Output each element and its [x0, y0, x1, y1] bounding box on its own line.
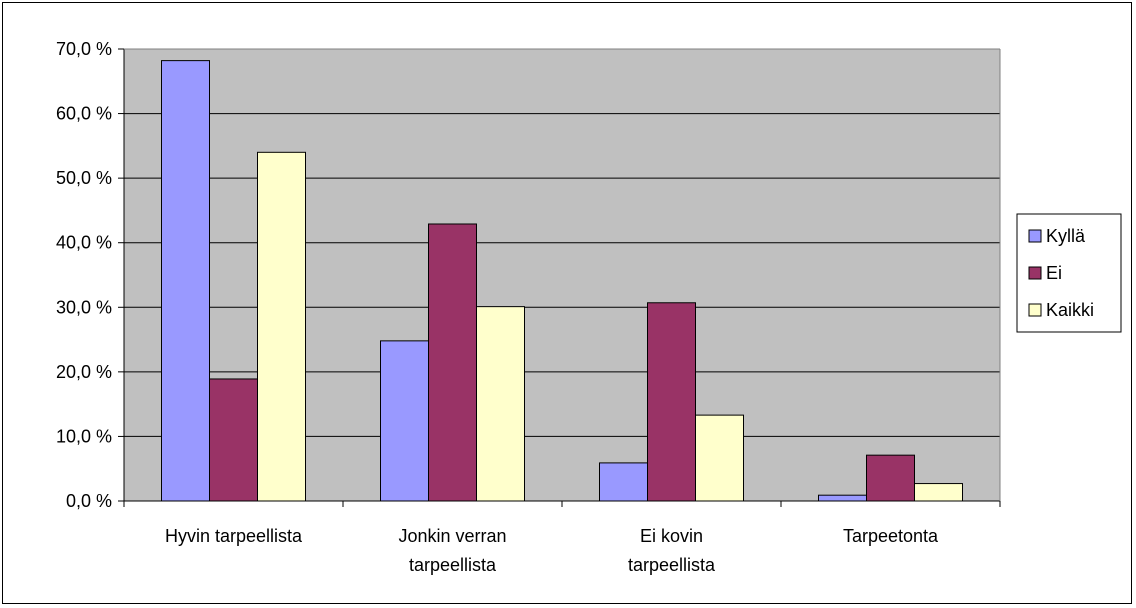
x-category-label: Ei kovin — [640, 526, 703, 546]
bar — [914, 483, 963, 502]
bar — [866, 454, 915, 502]
y-tick-label: 10,0 % — [56, 426, 112, 446]
y-tick-label: 70,0 % — [56, 39, 112, 59]
bar — [695, 414, 744, 502]
y-tick-label: 60,0 % — [56, 104, 112, 124]
x-category-label: Jonkin verran — [398, 526, 506, 546]
bar — [380, 340, 429, 502]
bar — [161, 60, 210, 502]
legend-swatch — [1028, 303, 1042, 317]
y-tick-label: 30,0 % — [56, 297, 112, 317]
x-category-label: tarpeellista — [409, 555, 497, 575]
bar — [599, 462, 648, 502]
bar — [257, 151, 306, 502]
x-category-label: Hyvin tarpeellista — [165, 526, 303, 546]
legend-swatch — [1028, 229, 1042, 243]
y-tick-label: 20,0 % — [56, 362, 112, 382]
y-tick-label: 40,0 % — [56, 233, 112, 253]
legend-label: Kyllä — [1046, 226, 1086, 246]
legend-swatch — [1028, 266, 1042, 280]
x-category-label: Tarpeetonta — [843, 526, 939, 546]
y-tick-label: 50,0 % — [56, 168, 112, 188]
bar — [428, 223, 477, 502]
bar — [476, 306, 525, 502]
legend-label: Kaikki — [1046, 300, 1094, 320]
bar — [818, 494, 867, 502]
x-category-label: tarpeellista — [628, 555, 716, 575]
legend-label: Ei — [1046, 263, 1062, 283]
bar — [647, 302, 696, 502]
bar — [209, 378, 258, 502]
y-tick-label: 0,0 % — [66, 491, 112, 511]
